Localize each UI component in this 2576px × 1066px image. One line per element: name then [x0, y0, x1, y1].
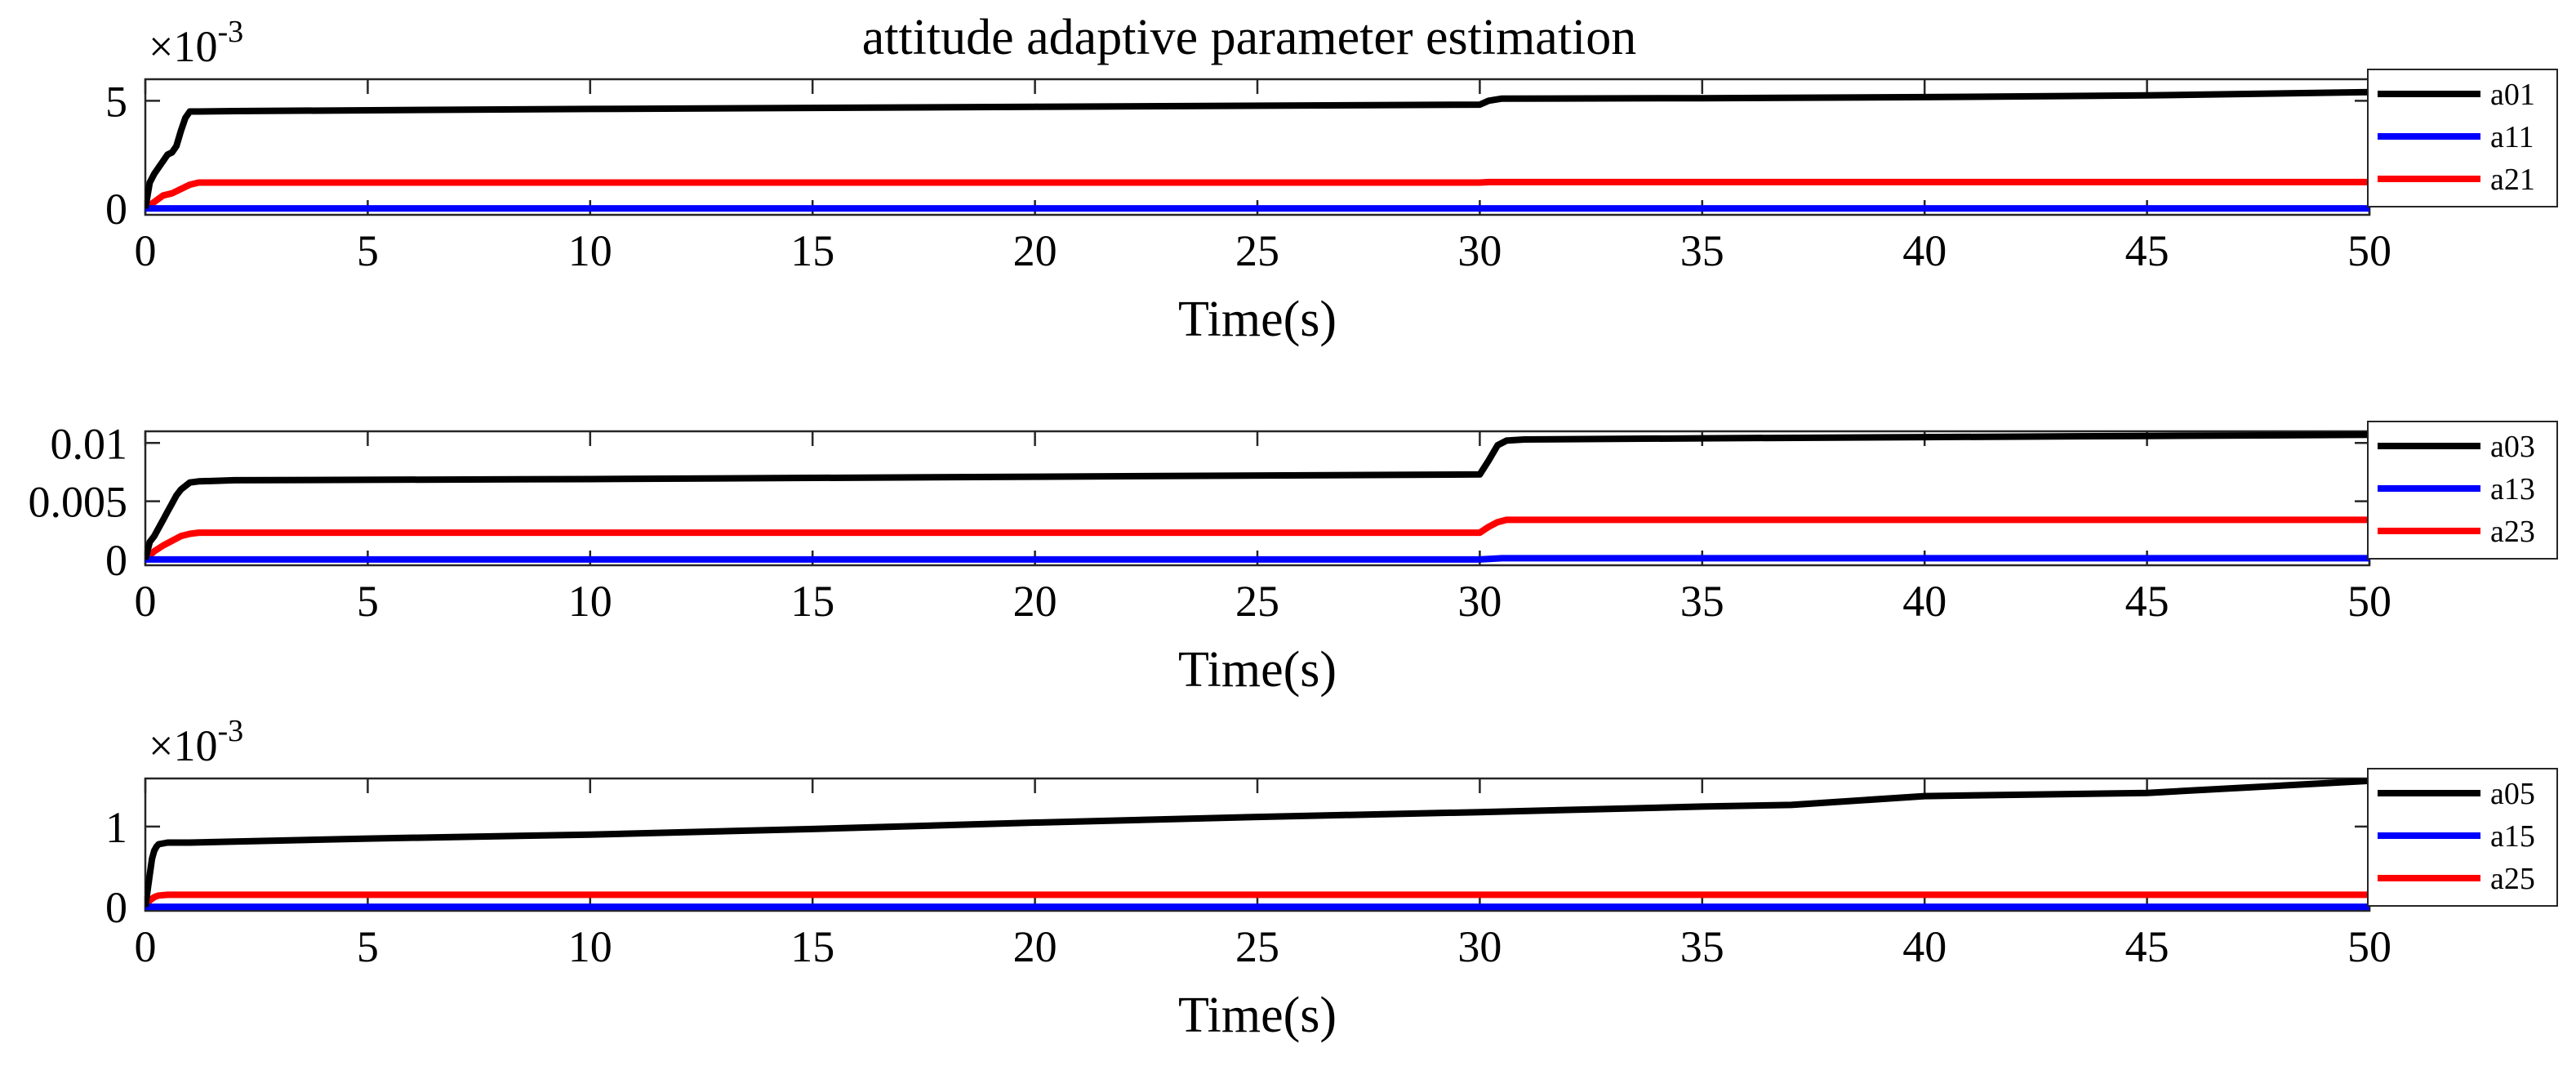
legend-label-a15: a15 [2490, 819, 2535, 854]
x-tick-label: 25 [1235, 922, 1279, 971]
legend-label-a11: a11 [2490, 120, 2534, 154]
x-tick-label: 50 [2347, 577, 2391, 626]
x-tick-label: 20 [1013, 577, 1057, 626]
plot-area [144, 78, 2371, 216]
legend-label-a03: a03 [2490, 430, 2535, 464]
x-tick-label: 45 [2125, 922, 2169, 971]
legend-label-a13: a13 [2490, 472, 2535, 506]
x-tick-label: 30 [1457, 922, 1502, 971]
x-tick-label: 0 [135, 577, 157, 626]
y-tick-label: 0.01 [51, 419, 128, 468]
x-tick-label: 50 [2347, 922, 2391, 971]
x-tick-label: 0 [135, 922, 157, 971]
x-tick-label: 30 [1457, 226, 1502, 275]
y-tick-label: 0 [105, 883, 127, 932]
x-tick-label: 45 [2125, 577, 2169, 626]
x-tick-label: 10 [568, 922, 612, 971]
y-axis-exponent-power: -3 [217, 714, 243, 748]
x-tick-label: 5 [357, 226, 379, 275]
x-tick-label: 15 [790, 226, 834, 275]
legend-label-a05: a05 [2490, 777, 2535, 811]
x-tick-label: 10 [568, 577, 612, 626]
legend-label-a23: a23 [2490, 515, 2535, 549]
subplot-3: 0 5 10 15 20 25 30 35 40 45 5001×10-3Time(s)a05a15… [105, 714, 2558, 1043]
x-tick-label: 25 [1235, 577, 1279, 626]
x-tick-label: 40 [1902, 226, 1946, 275]
subplots: 0 5 10 15 20 25 30 35 40 45 5005×10-3Time(s)a01a11… [29, 15, 2558, 1043]
series-group [145, 88, 2369, 212]
series-group [145, 778, 2369, 911]
y-tick-label: 0.005 [29, 478, 128, 527]
series-line-a23 [145, 516, 2369, 562]
subplot-1: 0 5 10 15 20 25 30 35 40 45 5005×10-3Time(s)a01a11… [105, 15, 2558, 347]
x-tick-label: 50 [2347, 226, 2391, 275]
x-tick-label: 15 [790, 577, 834, 626]
legend: a05 a15 a25 [2367, 768, 2558, 907]
y-tick-label: 0 [105, 185, 127, 234]
legend: a03 a13 a23 [2367, 421, 2558, 560]
legend-label-a21: a21 [2490, 163, 2535, 197]
x-tick-label: 40 [1902, 922, 1946, 971]
legend-label-a01: a01 [2490, 78, 2535, 112]
series-line-a01 [145, 88, 2369, 209]
x-tick-label: 25 [1235, 226, 1279, 275]
x-tick-label: 15 [790, 922, 834, 971]
x-tick-label: 20 [1013, 226, 1057, 275]
series-group [145, 431, 2369, 563]
x-axis-label: Time(s) [1178, 292, 1337, 347]
subplot-2: 0 5 10 15 20 25 30 35 40 45 50 0 0.005 0.01 Time(s) a03… [29, 419, 2558, 698]
x-tick-label: 0 [135, 226, 157, 275]
legend: a01 a11 a21 [2367, 69, 2558, 207]
x-tick-label: 5 [357, 922, 379, 971]
y-tick-label: 0 [105, 536, 127, 585]
y-tick-label: 1 [105, 803, 127, 852]
y-tick-label: 5 [105, 77, 127, 126]
series-line-a13 [145, 555, 2369, 563]
legend-label-a25: a25 [2490, 862, 2535, 896]
y-axis-exponent-power: -3 [217, 15, 243, 49]
x-tick-label: 40 [1902, 577, 1946, 626]
series-line-a21 [145, 178, 2369, 212]
chart-title: attitude adaptive parameter estimation [862, 10, 1637, 65]
x-tick-label: 30 [1457, 577, 1502, 626]
series-line-a03 [145, 431, 2369, 560]
x-axis-label: Time(s) [1178, 642, 1337, 698]
x-axis-label: Time(s) [1178, 988, 1337, 1043]
x-tick-label: 35 [1680, 577, 1724, 626]
x-tick-label: 10 [568, 226, 612, 275]
x-tick-label: 45 [2125, 226, 2169, 275]
x-tick-label: 35 [1680, 922, 1724, 971]
x-tick-label: 20 [1013, 922, 1057, 971]
plot-area [144, 777, 2371, 912]
series-line-a05 [145, 778, 2369, 908]
plot-area [144, 430, 2371, 567]
x-tick-label: 35 [1680, 226, 1724, 275]
x-tick-label: 5 [357, 577, 379, 626]
